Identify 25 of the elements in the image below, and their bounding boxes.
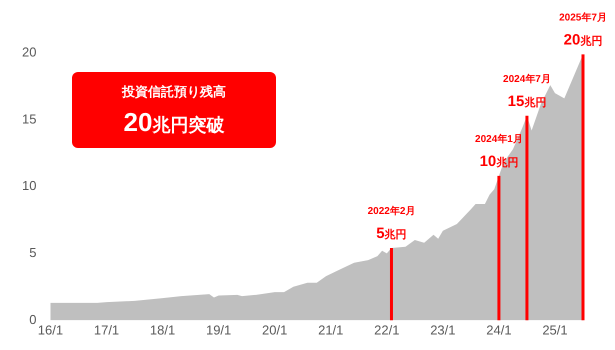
y-tick-label: 20 [22, 44, 36, 60]
x-tick-label: 24/1 [486, 322, 512, 338]
text: 2025年7月 [559, 11, 607, 24]
annotation: 15兆円 [508, 92, 546, 110]
y-tick-label: 10 [22, 178, 36, 194]
x-tick-label: 19/1 [206, 322, 232, 338]
x-tick-label: 22/1 [374, 322, 400, 338]
annotation: 10兆円 [480, 152, 518, 170]
annotation: 投資信託預り残高 [122, 84, 226, 98]
annotation: 2022年2月 [368, 205, 416, 218]
y-tick-label: 5 [29, 244, 36, 260]
annotation: 2024年7月 [503, 72, 551, 85]
x-tick-label: 25/1 [542, 322, 568, 338]
x-tick-label: 18/1 [150, 322, 176, 338]
annotation: 2024年1月 [475, 132, 523, 145]
x-tick-label: 21/1 [318, 322, 344, 338]
x-tick-label: 20/1 [262, 322, 288, 338]
annotation: 5兆円 [376, 225, 407, 242]
y-tick-label: 0 [29, 312, 36, 327]
annotation: 20兆円 [564, 31, 602, 48]
annotation: 20兆円突破 [124, 106, 224, 136]
x-tick-label: 23/1 [430, 322, 456, 338]
x-tick-label: 17/1 [94, 322, 120, 338]
y-tick-label: 15 [22, 111, 36, 126]
x-tick-label: 16/1 [38, 322, 64, 338]
